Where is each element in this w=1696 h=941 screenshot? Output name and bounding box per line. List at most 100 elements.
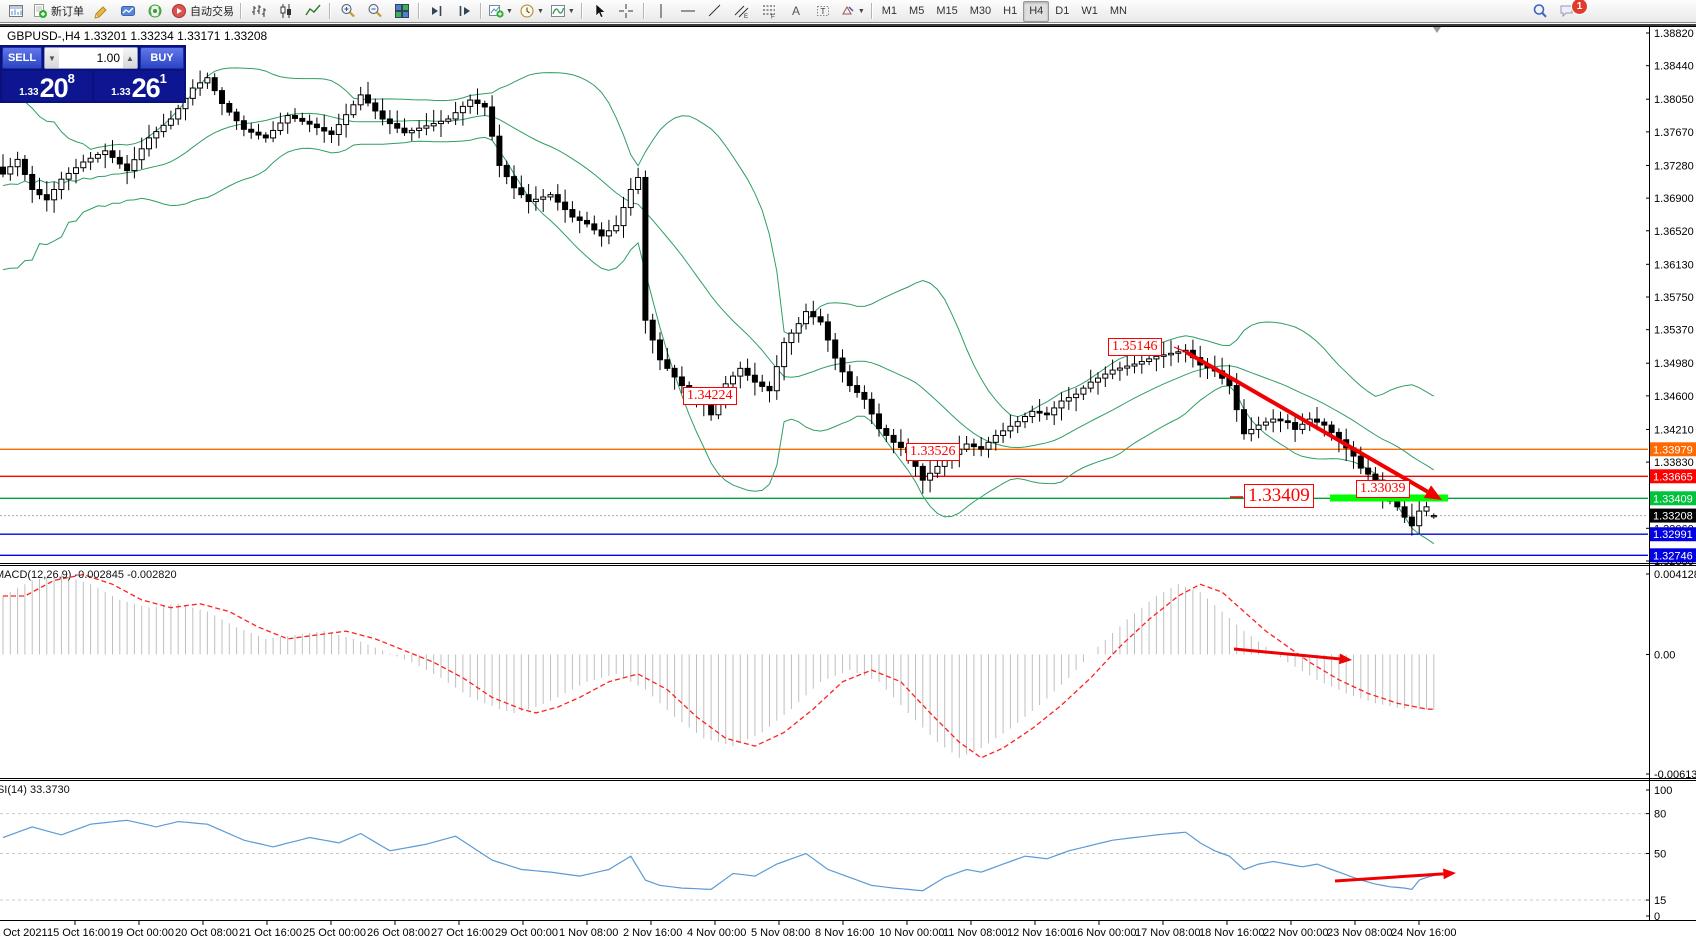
- timeframe-MN[interactable]: MN: [1109, 5, 1127, 17]
- volume-value[interactable]: 1.00: [96, 51, 120, 65]
- macd-arrow: [1233, 647, 1340, 661]
- candle-body: [51, 189, 58, 201]
- zoom-in-button[interactable]: [334, 1, 361, 22]
- autotrade-button[interactable]: 自动交易: [168, 1, 237, 22]
- toolbar-right-group: 1: [1526, 0, 1588, 22]
- signal-icon: [148, 4, 161, 18]
- candle-body: [160, 124, 167, 133]
- price-tick-label: 1.34980: [1654, 358, 1694, 370]
- price-badge-label: 1.33409: [1653, 493, 1693, 505]
- support-level-label[interactable]: 1.33409: [1244, 484, 1314, 508]
- candle-body: [153, 131, 160, 139]
- text-button[interactable]: A: [783, 1, 810, 22]
- signal-button[interactable]: [141, 1, 168, 22]
- zoom-out-button[interactable]: [361, 1, 388, 22]
- price-tick-label: 1.38440: [1654, 61, 1694, 73]
- swing-low-label-1[interactable]: 1.34224: [683, 387, 737, 405]
- notifications-button[interactable]: 1: [1553, 0, 1588, 22]
- market-watch-button[interactable]: [114, 1, 141, 22]
- candle-body: [1233, 385, 1240, 411]
- ask-price[interactable]: 1.33 26 1: [94, 71, 184, 102]
- candle-body: [321, 127, 328, 132]
- line-chart-button[interactable]: [299, 1, 326, 22]
- shapes-button[interactable]: ▼: [837, 1, 868, 22]
- candle-body: [1248, 428, 1255, 435]
- volume-increase-button[interactable]: ▲: [123, 48, 137, 68]
- rsi-axis-label: 100: [1654, 785, 1672, 797]
- candle-body: [343, 114, 350, 126]
- text-icon: A: [792, 4, 800, 18]
- candle-body: [124, 163, 131, 172]
- trendline-button[interactable]: [702, 1, 729, 22]
- crosshair-button[interactable]: [613, 1, 640, 22]
- cursor-icon: [596, 3, 607, 18]
- candle-body: [284, 115, 291, 124]
- bid-price[interactable]: 1.33 20 8: [2, 71, 92, 102]
- date-label: 8 Nov 16:00: [815, 927, 874, 939]
- chart-window-button[interactable]: [2, 1, 29, 22]
- price-tick-label: 1.36130: [1654, 259, 1694, 271]
- scroll-end-button[interactable]: [423, 1, 450, 22]
- candle-body: [43, 194, 50, 201]
- candle-body: [138, 148, 145, 161]
- candle-body: [131, 159, 138, 172]
- tile-windows-button[interactable]: [388, 1, 415, 22]
- time-axis: Oct 2021 15 Oct 16:00 19 Oct 00:00 20 Oct 0…: [3, 920, 1456, 939]
- candle-body: [635, 176, 642, 191]
- bid-price-prefix: 1.33: [19, 87, 39, 98]
- bar-chart-button[interactable]: [245, 1, 272, 22]
- channel-button[interactable]: E: [729, 1, 756, 22]
- label-button[interactable]: T: [810, 1, 837, 22]
- indicators-button[interactable]: ▼: [547, 1, 578, 22]
- candle-body: [350, 104, 357, 116]
- new-order-button[interactable]: 新订单: [29, 1, 87, 22]
- new-chart-button[interactable]: ▼: [485, 1, 516, 22]
- timeframe-W1[interactable]: W1: [1081, 5, 1098, 17]
- timeframe-M5[interactable]: M5: [909, 5, 925, 17]
- bollinger-upper-band: [2, 67, 1435, 418]
- buy-button[interactable]: BUY: [140, 47, 184, 69]
- price-tick-label: 1.34210: [1654, 424, 1694, 436]
- rsi-arrow-head: [1443, 868, 1456, 880]
- candle-body: [1007, 425, 1014, 432]
- candle-body: [146, 137, 152, 150]
- search-button[interactable]: [1526, 1, 1553, 22]
- macd-axis-label: -0.006132: [1654, 769, 1696, 781]
- rsi-arrow: [1334, 872, 1444, 883]
- candle-body: [0, 166, 6, 175]
- candle-body: [467, 99, 474, 107]
- vline-button[interactable]: [648, 1, 675, 22]
- crosshair-icon: [619, 4, 634, 18]
- timeframe-M30[interactable]: M30: [969, 5, 992, 17]
- candlestick-button[interactable]: [272, 1, 299, 22]
- candle-body: [992, 434, 999, 443]
- candle-body: [1146, 358, 1153, 362]
- volume-stepper[interactable]: ▼ 1.00 ▲: [44, 47, 138, 69]
- crayon-button[interactable]: [87, 1, 114, 22]
- swing-low-label-3[interactable]: 1.33039: [1356, 480, 1410, 498]
- period-button[interactable]: ▼: [516, 1, 547, 22]
- sell-button[interactable]: SELL: [2, 47, 42, 69]
- chart-shift-button[interactable]: [450, 1, 477, 22]
- candle-body: [525, 194, 532, 203]
- volume-decrease-button[interactable]: ▼: [45, 48, 59, 68]
- cursor-button[interactable]: [586, 1, 613, 22]
- timeframe-D1[interactable]: D1: [1055, 5, 1070, 17]
- candle-body: [503, 164, 510, 178]
- timeframe-H1[interactable]: H1: [1003, 5, 1018, 17]
- date-label: Oct 2021: [3, 927, 48, 939]
- swing-low-label-2[interactable]: 1.33526: [906, 443, 960, 461]
- timeframe-M1[interactable]: M1: [881, 5, 898, 17]
- timeframe-M15[interactable]: M15: [936, 5, 958, 17]
- swing-high-label[interactable]: 1.35146: [1108, 338, 1162, 356]
- candle-body: [970, 443, 977, 448]
- candle-body: [36, 189, 43, 196]
- hline-button[interactable]: [675, 1, 702, 22]
- svg-text:F: F: [771, 15, 775, 20]
- trendline-icon: [708, 4, 721, 17]
- fibonacci-button[interactable]: F: [756, 1, 783, 22]
- price-badge-label: 1.33208: [1653, 511, 1693, 523]
- timeframe-H4[interactable]: H4: [1023, 0, 1050, 22]
- date-label: 2 Nov 16:00: [623, 927, 682, 939]
